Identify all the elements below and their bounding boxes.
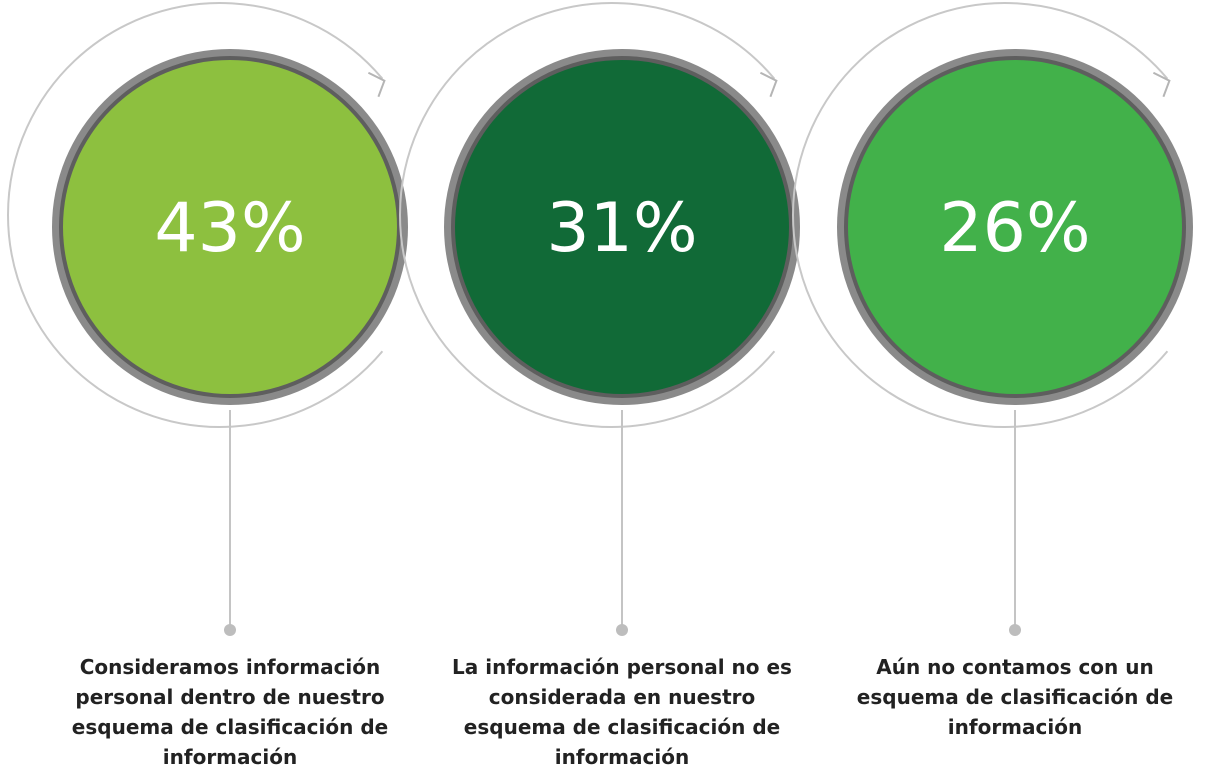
arc-decoration <box>399 2 776 428</box>
connector-dot <box>1009 624 1021 636</box>
category-label: Aún no contamos con un esquema de clasif… <box>856 655 1174 739</box>
value-label: 43% <box>154 189 305 268</box>
category-label: Consideramos información personal dentro… <box>71 655 389 769</box>
value-label: 31% <box>546 189 697 268</box>
arc-arrow <box>367 71 386 98</box>
value-circle <box>63 60 397 394</box>
value-circle <box>455 60 789 394</box>
arc-arrow <box>1152 71 1171 98</box>
value-circle <box>848 60 1182 394</box>
arc-decoration <box>7 2 384 428</box>
category-label: La información personal no es considerad… <box>452 655 792 769</box>
connector-dot <box>616 624 628 636</box>
arc-decoration <box>791 2 1169 428</box>
arc-arrow <box>759 71 778 98</box>
connector-dot <box>224 624 236 636</box>
value-label: 26% <box>939 189 1090 268</box>
